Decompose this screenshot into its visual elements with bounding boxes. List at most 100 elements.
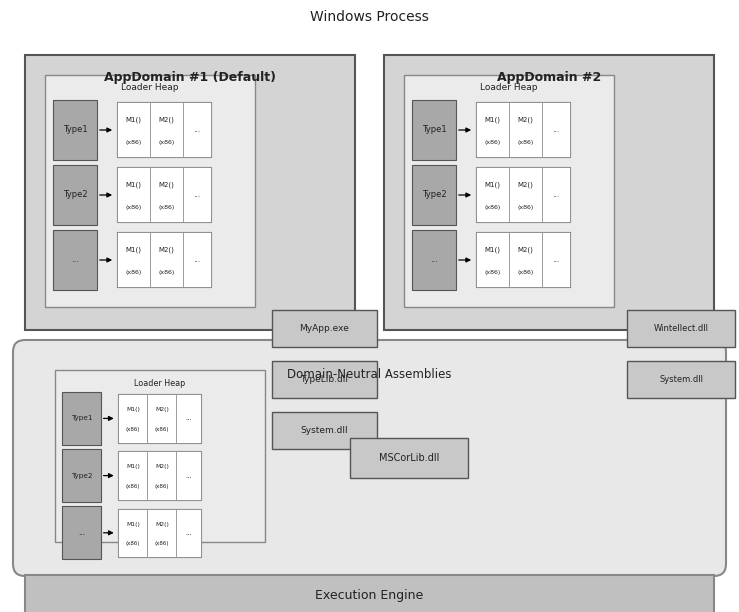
FancyBboxPatch shape (13, 340, 726, 576)
Text: (x86): (x86) (484, 270, 500, 275)
Bar (542, 168, 570, 223)
Text: ...: ... (553, 255, 559, 264)
Bar (404, 75, 614, 307)
Text: Type2: Type2 (422, 190, 446, 200)
Text: ...: ... (185, 530, 192, 536)
Text: Loader Heap: Loader Heap (121, 83, 179, 92)
Text: AppDomain #1 (Default): AppDomain #1 (Default) (104, 70, 276, 83)
Bar (177, 452, 201, 500)
Text: M1(): M1() (126, 521, 140, 526)
Text: (x86): (x86) (158, 270, 174, 275)
Text: Domain-Neutral Assemblies: Domain-Neutral Assemblies (287, 367, 452, 381)
Bar (117, 233, 211, 288)
Text: (x86): (x86) (158, 140, 174, 144)
Text: ...: ... (194, 190, 200, 200)
Text: M1(): M1() (126, 182, 141, 188)
Text: Type1: Type1 (63, 125, 87, 135)
Bar (542, 102, 570, 157)
Text: (x86): (x86) (517, 140, 534, 144)
Bar (183, 168, 211, 223)
Text: System.dll: System.dll (301, 426, 348, 435)
Text: M1(): M1() (126, 407, 140, 412)
Text: Type2: Type2 (63, 190, 87, 200)
Text: (x86): (x86) (154, 427, 169, 431)
Text: M2(): M2() (155, 521, 168, 526)
Text: Loader Heap: Loader Heap (134, 378, 185, 387)
Bar (412, 165, 456, 225)
Text: ...: ... (430, 255, 438, 264)
Bar (117, 102, 150, 157)
Bar (627, 361, 735, 398)
Text: MSCorLib.dll: MSCorLib.dll (379, 453, 439, 463)
Text: Type2: Type2 (71, 472, 92, 479)
Text: MyApp.exe: MyApp.exe (299, 324, 350, 333)
Bar (177, 509, 201, 557)
Text: ...: ... (553, 125, 559, 135)
Bar (117, 168, 150, 223)
Text: (x86): (x86) (126, 427, 140, 431)
Text: M2(): M2() (517, 182, 534, 188)
Text: ...: ... (185, 416, 192, 422)
Bar (476, 102, 570, 157)
Bar (627, 310, 735, 347)
Bar (476, 233, 509, 288)
Bar (147, 509, 177, 557)
Text: Type1: Type1 (422, 125, 446, 135)
Bar (62, 506, 101, 559)
Text: M1(): M1() (126, 117, 141, 124)
Bar (118, 509, 147, 557)
Bar (55, 370, 265, 542)
Text: Loader Heap: Loader Heap (480, 83, 538, 92)
Bar (509, 168, 542, 223)
Text: (x86): (x86) (126, 204, 142, 209)
Text: M2(): M2() (517, 247, 534, 253)
Bar (117, 233, 150, 288)
Text: ...: ... (185, 472, 192, 479)
Bar (384, 55, 714, 330)
Text: (x86): (x86) (126, 140, 142, 144)
Bar (62, 392, 101, 445)
Bar (147, 452, 177, 500)
Bar (272, 361, 377, 398)
Text: (x86): (x86) (484, 140, 500, 144)
Bar (542, 233, 570, 288)
Bar (147, 394, 177, 442)
Text: M1(): M1() (485, 117, 500, 124)
Bar (272, 310, 377, 347)
Bar (412, 230, 456, 290)
Text: M1(): M1() (485, 247, 500, 253)
Text: System.dll: System.dll (659, 375, 703, 384)
Bar (183, 102, 211, 157)
Text: M1(): M1() (126, 247, 141, 253)
Text: Type1: Type1 (71, 416, 92, 422)
Text: (x86): (x86) (126, 483, 140, 489)
Text: AppDomain #2: AppDomain #2 (497, 70, 601, 83)
Bar (62, 449, 101, 502)
Text: (x86): (x86) (154, 483, 169, 489)
Text: Windows Process: Windows Process (310, 10, 429, 24)
Text: (x86): (x86) (126, 270, 142, 275)
Bar (118, 394, 147, 442)
Text: (x86): (x86) (517, 204, 534, 209)
Text: M1(): M1() (126, 465, 140, 469)
Text: TypeLib.dll: TypeLib.dll (301, 375, 349, 384)
Bar (25, 55, 355, 330)
Bar (272, 412, 377, 449)
Bar (118, 452, 147, 500)
Bar (177, 394, 201, 442)
Bar (476, 168, 509, 223)
Bar (476, 168, 570, 223)
Text: (x86): (x86) (158, 204, 174, 209)
Bar (118, 452, 201, 500)
Text: M1(): M1() (485, 182, 500, 188)
Text: ...: ... (194, 255, 200, 264)
Text: (x86): (x86) (126, 541, 140, 546)
Bar (53, 230, 97, 290)
Bar (117, 102, 211, 157)
Text: ...: ... (553, 190, 559, 200)
Bar (118, 394, 201, 442)
Bar (150, 168, 183, 223)
Bar (183, 233, 211, 288)
Text: Wintellect.dll: Wintellect.dll (653, 324, 709, 333)
Bar (25, 575, 714, 612)
